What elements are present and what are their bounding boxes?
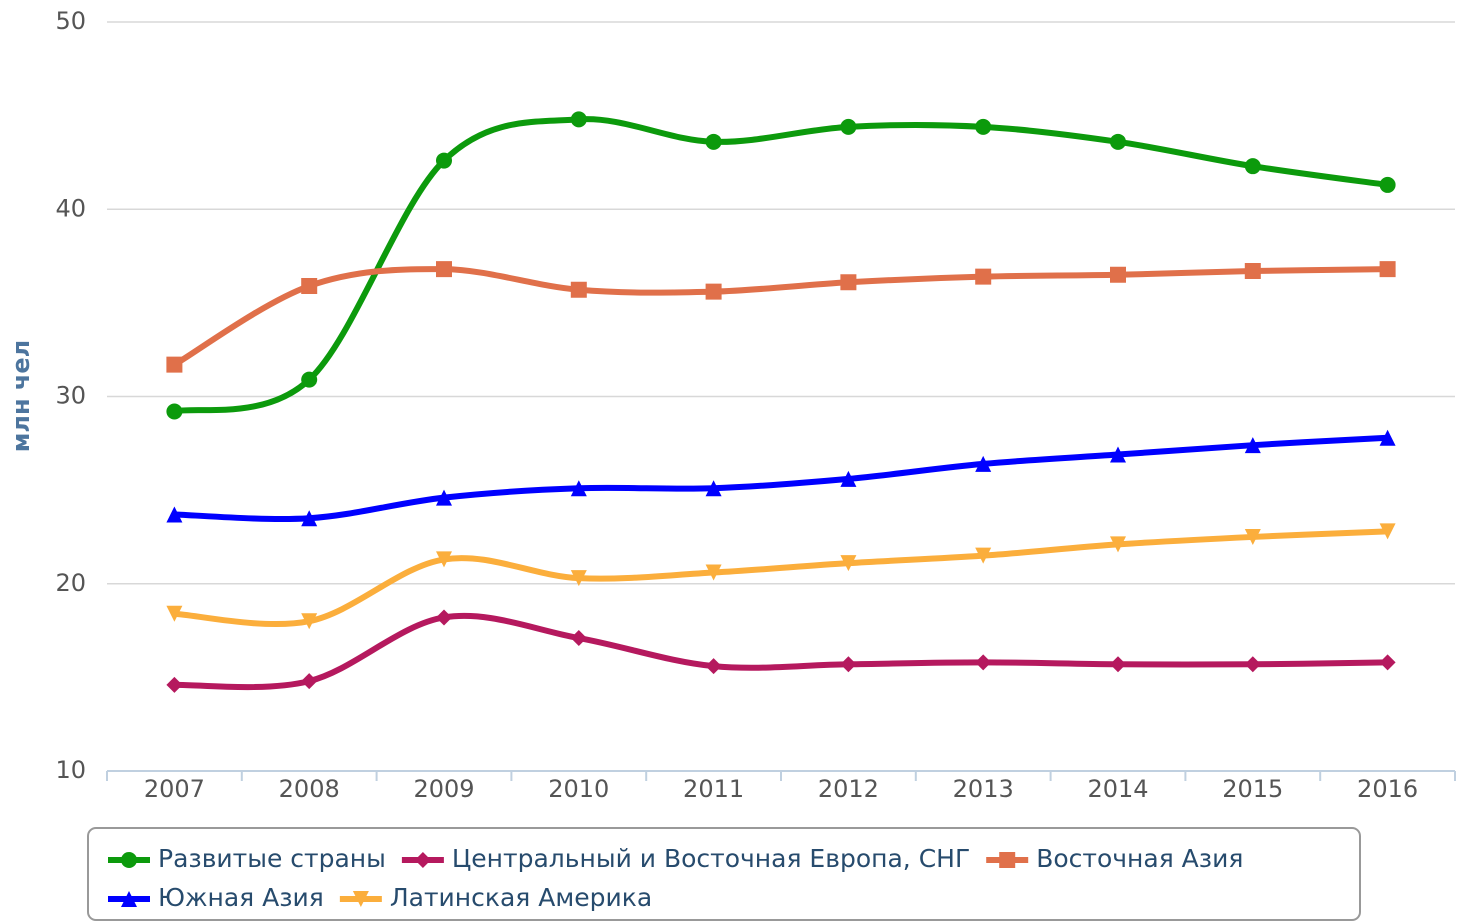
legend-label: Центральный и Восточная Европа, СНГ	[452, 844, 970, 873]
marker	[166, 403, 183, 420]
marker	[1110, 446, 1126, 463]
x-tick-label: 2007	[144, 775, 205, 803]
marker	[705, 480, 722, 497]
marker	[436, 152, 452, 169]
marker	[1379, 429, 1396, 446]
legend-label: Восточная Азия	[1036, 844, 1243, 873]
marker	[301, 510, 318, 527]
marker	[975, 268, 992, 285]
marker	[705, 283, 722, 300]
marker	[436, 489, 452, 506]
marker	[570, 570, 587, 587]
legend-item: Латинская Америка	[339, 883, 652, 912]
marker	[301, 278, 318, 295]
y-axis-title: млн чел	[7, 340, 35, 452]
y-tick-label: 30	[55, 382, 86, 410]
legend-label: Развитые страны	[158, 844, 386, 873]
y-tick-label: 40	[55, 194, 86, 222]
series-line	[174, 612, 1388, 691]
marker	[436, 551, 452, 568]
marker	[570, 480, 587, 497]
marker	[166, 356, 183, 373]
y-tick-label: 50	[55, 7, 86, 35]
marker	[705, 658, 722, 675]
y-tick-label: 10	[55, 756, 86, 784]
series-line	[174, 528, 1388, 628]
marker	[840, 656, 857, 673]
marker	[166, 605, 183, 622]
marker	[570, 281, 587, 298]
marker	[1110, 536, 1126, 553]
marker	[975, 547, 992, 564]
marker	[121, 891, 137, 907]
x-tick-label: 2010	[548, 775, 609, 803]
marker	[1244, 437, 1261, 454]
x-tick-label: 2013	[953, 775, 1014, 803]
y-tick-label: 20	[55, 569, 86, 597]
marker	[975, 118, 992, 135]
marker	[436, 261, 452, 278]
marker	[705, 564, 722, 581]
marker	[840, 274, 857, 291]
legend-item: Южная Азия	[108, 883, 324, 912]
series-line	[173, 116, 1389, 415]
marker	[1379, 261, 1396, 278]
marker	[1110, 133, 1126, 150]
marker	[570, 630, 587, 647]
x-tick-label: 2011	[683, 775, 744, 803]
marker	[840, 470, 857, 487]
legend-item: Центральный и Восточная Европа, СНГ	[401, 844, 970, 873]
marker	[166, 676, 183, 693]
series-line	[172, 266, 1388, 368]
marker	[999, 852, 1016, 868]
marker	[301, 371, 318, 388]
legend-label: Южная Азия	[158, 883, 324, 912]
marker	[1110, 656, 1126, 673]
legend-box	[87, 827, 1361, 921]
legend-item: Восточная Азия	[986, 844, 1243, 873]
x-tick-label: 2012	[818, 775, 879, 803]
legend-item: Развитые страны	[108, 844, 386, 873]
marker	[570, 111, 587, 128]
marker	[1244, 158, 1261, 175]
marker	[1244, 528, 1261, 545]
x-tick-label: 2009	[413, 775, 474, 803]
marker	[301, 613, 318, 630]
marker	[166, 506, 183, 523]
marker	[1110, 266, 1126, 283]
legend-label: Латинская Америка	[390, 883, 652, 912]
marker	[975, 455, 992, 472]
x-tick-label: 2014	[1087, 775, 1148, 803]
x-tick-label: 2015	[1222, 775, 1283, 803]
marker	[840, 118, 857, 135]
marker	[352, 891, 369, 907]
marker	[705, 133, 722, 150]
marker	[840, 555, 857, 572]
marker	[1379, 176, 1396, 193]
x-tick-label: 2016	[1357, 775, 1418, 803]
marker	[1244, 656, 1261, 673]
marker	[436, 609, 452, 626]
marker	[975, 654, 992, 671]
marker	[301, 673, 318, 690]
marker	[414, 852, 431, 868]
marker	[121, 852, 137, 868]
marker	[1379, 523, 1396, 540]
x-tick-label: 2008	[279, 775, 340, 803]
marker	[1379, 654, 1396, 671]
marker	[1244, 263, 1261, 280]
series-line	[174, 434, 1388, 522]
